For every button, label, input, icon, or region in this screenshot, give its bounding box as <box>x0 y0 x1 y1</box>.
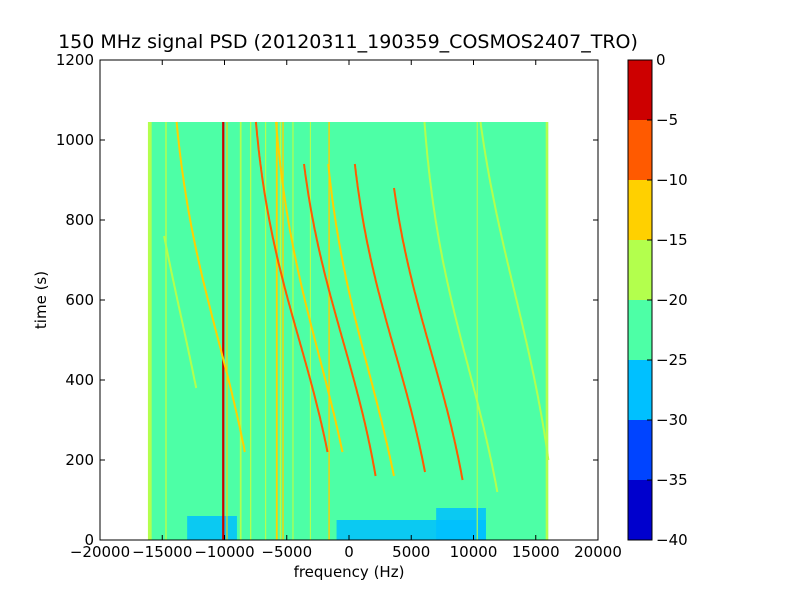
vertical-signal-line <box>282 122 284 540</box>
doppler-track <box>175 121 246 453</box>
colorbar-tick-label: −10 <box>656 171 688 189</box>
doppler-track <box>423 121 499 493</box>
vertical-signal-line <box>249 122 252 540</box>
y-axis-label: time (s) <box>32 271 50 329</box>
vertical-signal-line <box>226 122 228 540</box>
doppler-track <box>479 121 550 461</box>
colorbar-band <box>628 240 652 300</box>
low-noise-patch <box>436 508 486 540</box>
colorbar-band <box>628 480 652 540</box>
chart-title: 150 MHz signal PSD (20120311_190359_COSM… <box>58 31 638 53</box>
y-tick-label: 1000 <box>56 131 94 149</box>
y-tick-label: 1200 <box>56 51 94 69</box>
x-tick-label: 5000 <box>392 543 430 561</box>
colorbar-band <box>628 360 652 420</box>
low-noise-patch <box>187 516 237 540</box>
y-tick-label: 0 <box>84 531 94 549</box>
heatmap-background <box>149 122 549 540</box>
x-tick-label: −10000 <box>194 543 254 561</box>
y-tick-label: 400 <box>65 371 94 389</box>
y-axis: 0 200 400 600 800 1000 1200 <box>56 51 598 549</box>
vertical-signal-line <box>292 122 294 540</box>
x-axis: −20000 −15000 −10000 −5000 0 5000 10000 15000 20… <box>70 60 622 561</box>
doppler-track <box>303 163 377 477</box>
vertical-signal-line <box>545 122 549 540</box>
y-tick-label: 600 <box>65 291 94 309</box>
x-tick-label: 10000 <box>450 543 498 561</box>
doppler-track <box>393 187 464 481</box>
colorbar-tick-label: −25 <box>656 351 688 369</box>
x-tick-label: 15000 <box>512 543 560 561</box>
x-tick-label: −20000 <box>70 543 130 561</box>
vertical-signal-line <box>279 122 282 540</box>
vertical-signal-line <box>147 122 152 540</box>
colorbar-tick-label: −35 <box>656 471 688 489</box>
doppler-track <box>353 163 426 473</box>
heatmap-layer <box>147 121 550 540</box>
vertical-signal-line <box>239 122 242 540</box>
colorbar-tick-label: −15 <box>656 231 688 249</box>
vertical-signal-line <box>476 122 478 540</box>
colorbar-tick-label: 0 <box>656 51 666 69</box>
doppler-track <box>254 121 329 453</box>
colorbar-tick-label: −30 <box>656 411 688 429</box>
colorbar-band <box>628 60 652 120</box>
colorbar-band <box>628 420 652 480</box>
y-tick-label: 800 <box>65 211 94 229</box>
vertical-signal-line <box>264 122 267 540</box>
colorbar-tick-label: −40 <box>656 531 688 549</box>
colorbar-band <box>628 300 652 360</box>
colorbar: 0 −5 −10 −15 −20 −25 −30 −35 −40 <box>627 51 688 549</box>
x-tick-label: 20000 <box>574 543 622 561</box>
vertical-signal-line <box>328 122 330 540</box>
vertical-signal-line <box>309 122 311 540</box>
doppler-track <box>327 163 395 477</box>
colorbar-tick-label: −5 <box>656 111 678 129</box>
x-tick-label: −5000 <box>261 543 312 561</box>
x-axis-label: frequency (Hz) <box>294 563 405 581</box>
colorbar-band <box>628 120 652 180</box>
x-tick-label: −15000 <box>132 543 192 561</box>
x-tick-label: 0 <box>344 543 354 561</box>
colorbar-band <box>628 180 652 240</box>
y-tick-label: 200 <box>65 451 94 469</box>
doppler-track <box>275 121 344 453</box>
vertical-signal-line <box>165 122 167 540</box>
colorbar-tick-label: −20 <box>656 291 688 309</box>
vertical-signal-line <box>222 122 225 540</box>
vertical-signal-line <box>275 122 278 540</box>
plot-area: −20000 −15000 −10000 −5000 0 5000 10000 15000 20… <box>56 51 622 561</box>
doppler-track <box>163 235 198 389</box>
